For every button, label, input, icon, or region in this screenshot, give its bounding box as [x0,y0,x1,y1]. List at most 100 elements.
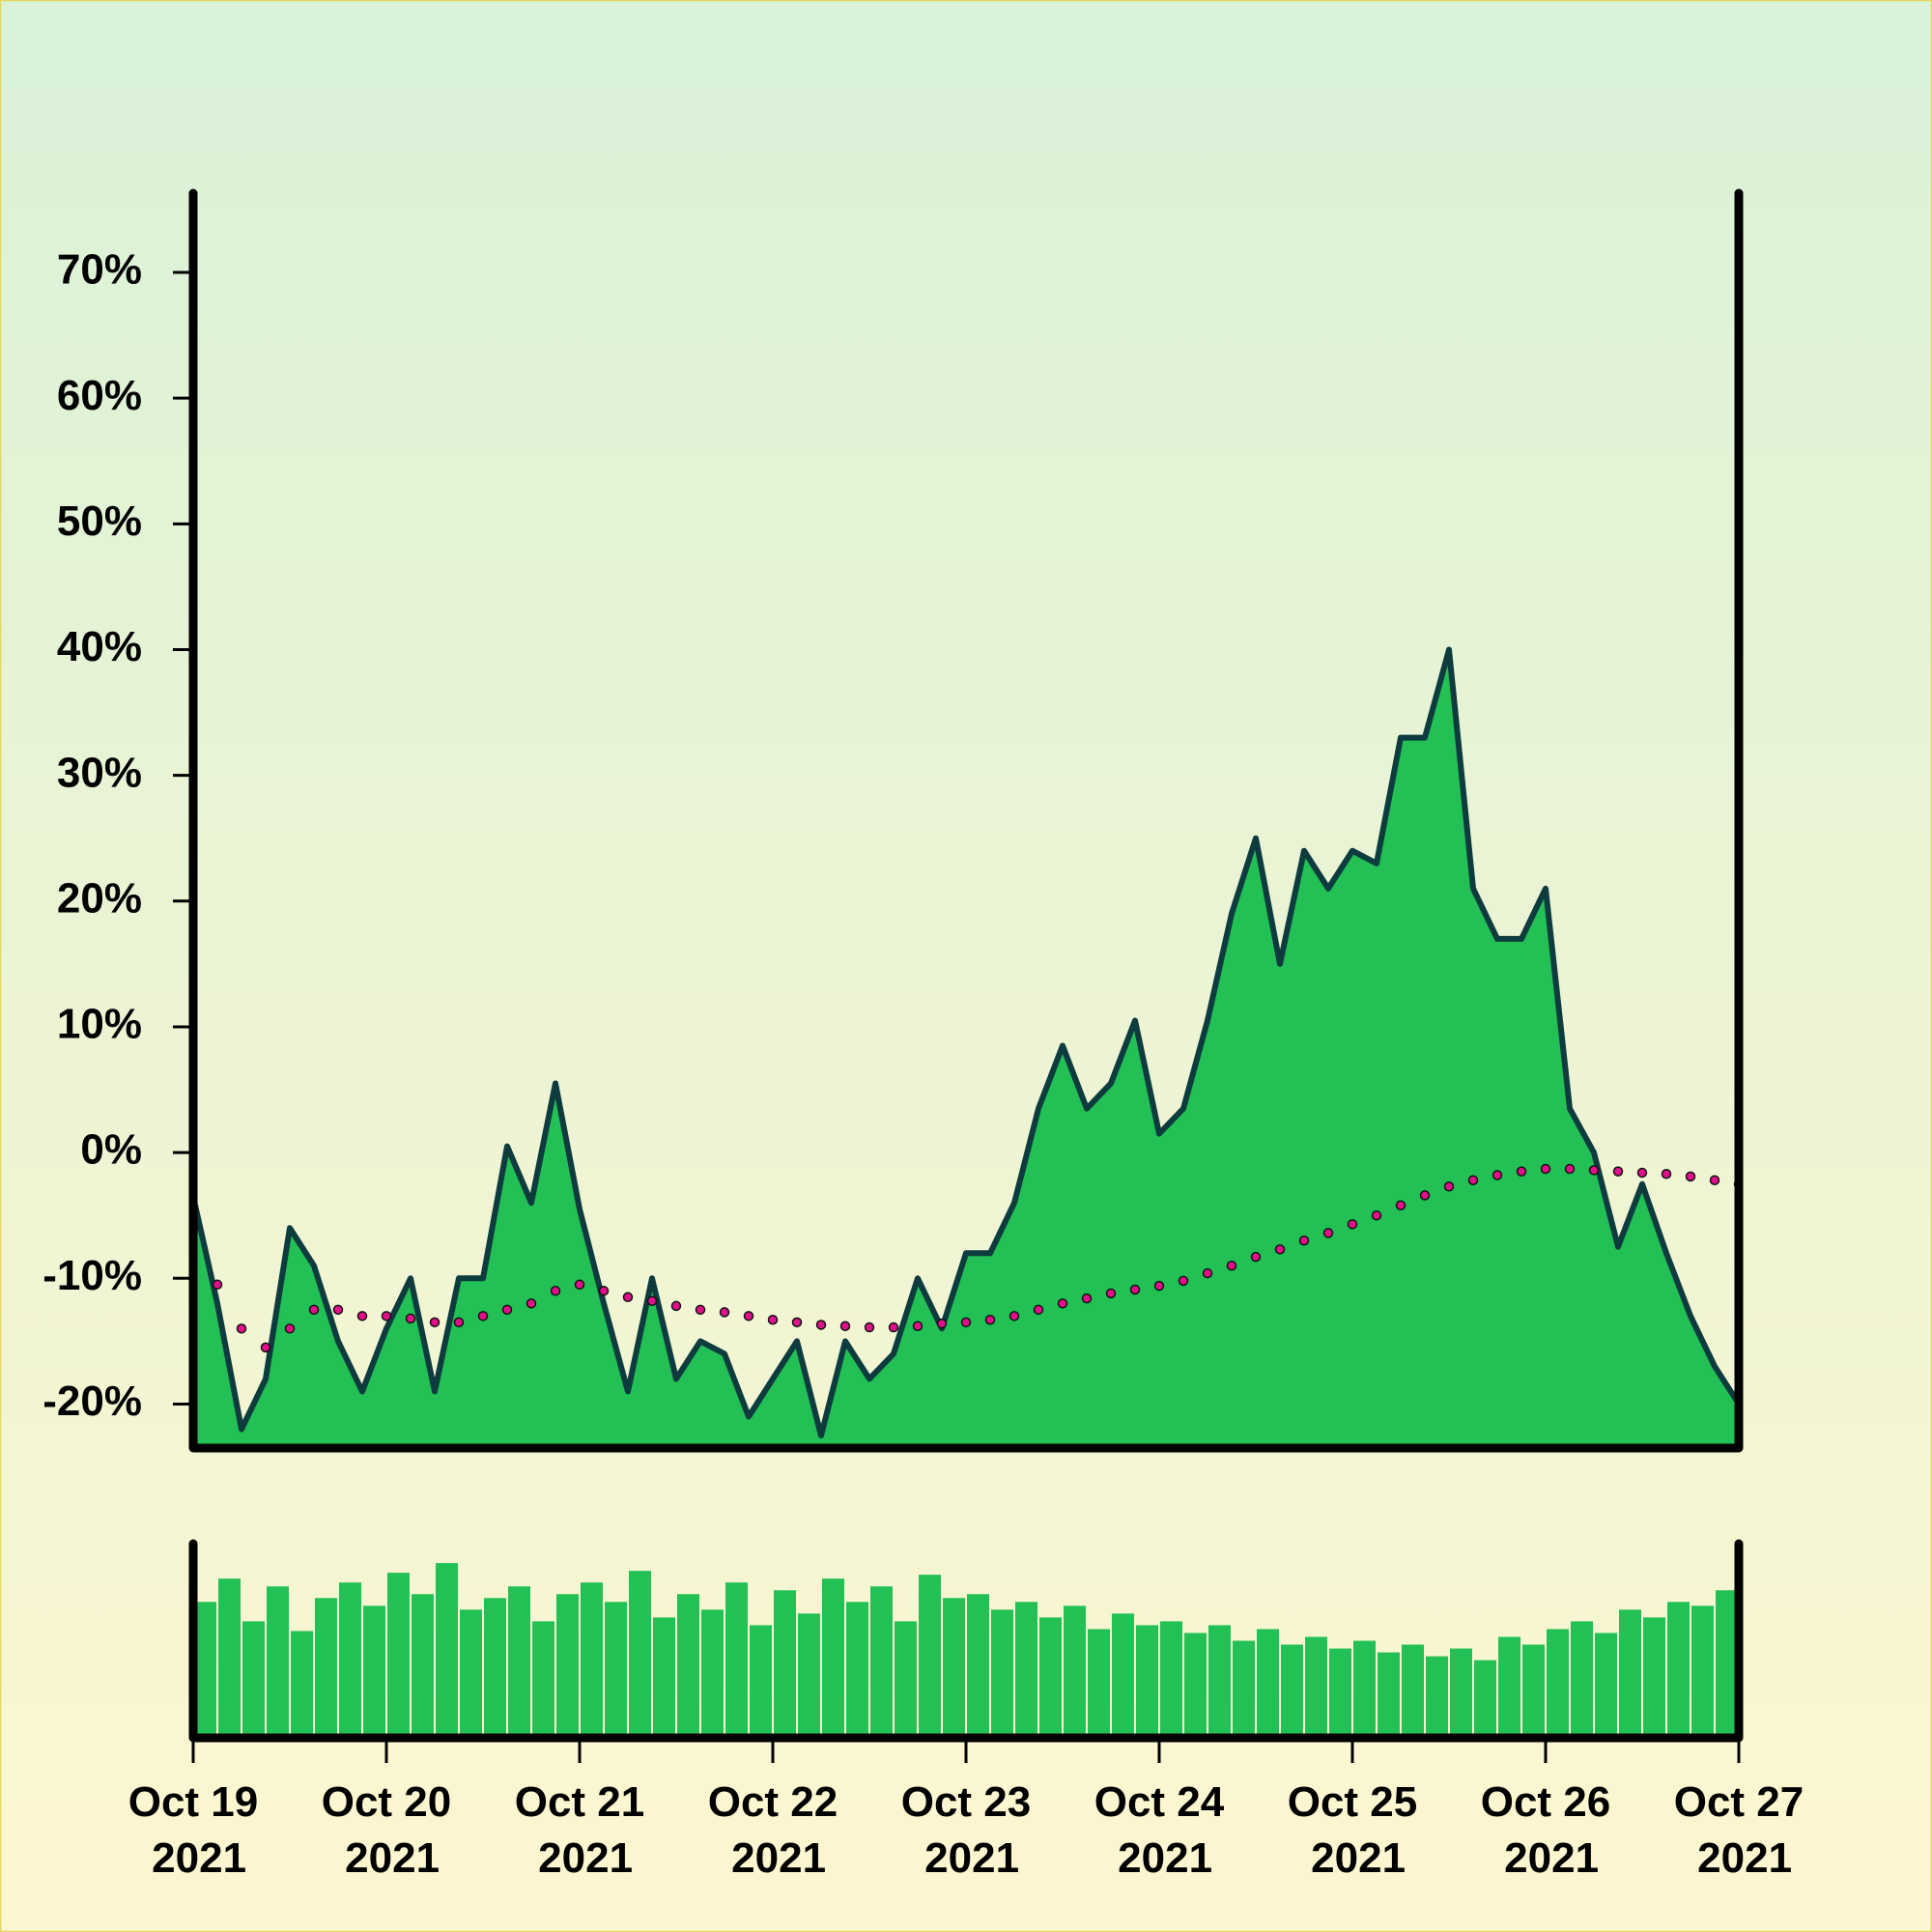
average-dot [1661,1169,1672,1179]
y-tick-label: 70% [57,246,142,294]
average-dot [670,1300,682,1312]
average-dot [212,1279,223,1291]
volume-bar [1522,1644,1545,1738]
average-dot [743,1311,754,1321]
average-dot [1298,1235,1310,1246]
average-dot [791,1317,803,1328]
average-dot [815,1320,827,1330]
volume-bar [387,1573,410,1738]
volume-bar [1353,1640,1376,1738]
average-dot [888,1321,899,1333]
average-dot [1636,1167,1648,1179]
volume-bar [460,1609,482,1738]
volume-bar [798,1613,820,1738]
average-dot [1612,1166,1624,1177]
average-dot [1395,1200,1406,1211]
average-dot [1540,1163,1551,1175]
average-dot [1492,1170,1503,1180]
average-dot [1250,1251,1262,1263]
volume-bar [629,1571,651,1738]
y-tick-label: -10% [43,1252,142,1299]
average-dot [912,1321,923,1331]
y-tick-label: 0% [80,1126,142,1174]
average-dot [1564,1163,1576,1175]
y-tick-label: 40% [57,623,142,670]
volume-bar [194,1602,216,1738]
volume-bar [581,1582,603,1738]
x-tick-label: Oct 19 2021 [128,1778,259,1882]
volume-bar [339,1582,361,1738]
axes: -20% -10% 0% 10% 20% 30% 40% 50% 60% 70% Oct 19 20… [43,188,1804,1882]
volume-bar [701,1609,724,1738]
average-dot [1009,1311,1020,1321]
volume-bar [1088,1629,1110,1738]
x-tick-label: Oct 23 2021 [901,1778,1032,1882]
plot-area [193,646,1739,1448]
line [193,646,1739,1438]
average-dot [839,1321,851,1331]
y-tick-label: 30% [57,749,142,796]
volume-bar [991,1609,1013,1738]
x-tick-label: Oct 27 2021 [1674,1778,1804,1882]
volume-bar [1281,1644,1303,1738]
average-dot [1226,1261,1237,1271]
average-dot [284,1323,296,1334]
x-tick-label: Oct 26 2021 [1481,1778,1611,1882]
volume-bar [605,1602,627,1738]
main-frame [188,188,1744,1453]
volume-bar [1595,1633,1617,1738]
average-dot [1153,1280,1165,1292]
average-dot [1274,1244,1286,1255]
volume-bar [846,1602,868,1738]
average-dot [1588,1165,1600,1176]
area [193,649,1739,1448]
average-dot [308,1304,320,1316]
average-dot [622,1292,634,1303]
volume-bar [870,1586,893,1738]
average-dot [1516,1166,1527,1177]
average-dot [526,1298,537,1309]
average-dot [429,1317,440,1328]
volume-bar [1691,1605,1714,1738]
volume-bar [1305,1636,1327,1738]
x-tick-label: Oct 20 2021 [322,1778,452,1882]
x-tick-label: Oct 22 2021 [708,1778,838,1882]
average-dot [453,1317,465,1328]
y-tick-label: 60% [57,372,142,419]
volume-bar [291,1631,313,1738]
volume-bar [267,1586,289,1738]
average-dot [695,1304,706,1316]
average-dot [477,1311,489,1321]
x-tick-label: Oct 24 2021 [1094,1778,1225,1882]
volume-bar [943,1598,965,1738]
average-dot [1178,1275,1189,1287]
average-dot [960,1317,972,1328]
volume-frame [188,1539,1744,1743]
average-dot [356,1311,368,1321]
volume-bar [1233,1640,1255,1738]
average-dot [1443,1181,1455,1192]
x-tick-label: Oct 25 2021 [1288,1778,1418,1882]
volume-bar [412,1594,434,1738]
volume-bar [436,1563,458,1738]
volume-bar [1547,1629,1569,1738]
volume-bar [1039,1617,1062,1738]
average-dot [332,1304,344,1316]
volume-bar [1184,1633,1207,1738]
volume-bar [1571,1621,1593,1738]
volume-bar [242,1621,265,1738]
average-dot [936,1318,948,1329]
average-dot [646,1295,658,1306]
volume-bar [1112,1613,1134,1738]
volume-bar [1450,1648,1472,1738]
average-dot [1371,1209,1382,1221]
volume-bar [484,1598,506,1738]
volume-bar [532,1621,554,1738]
volume-bar [895,1621,917,1738]
average-dot [1347,1219,1358,1230]
volume-bar [218,1578,241,1738]
volume-bar [1474,1660,1496,1738]
average-dot [501,1304,513,1316]
volume-bar [919,1575,941,1738]
volume-bar [1498,1636,1520,1738]
